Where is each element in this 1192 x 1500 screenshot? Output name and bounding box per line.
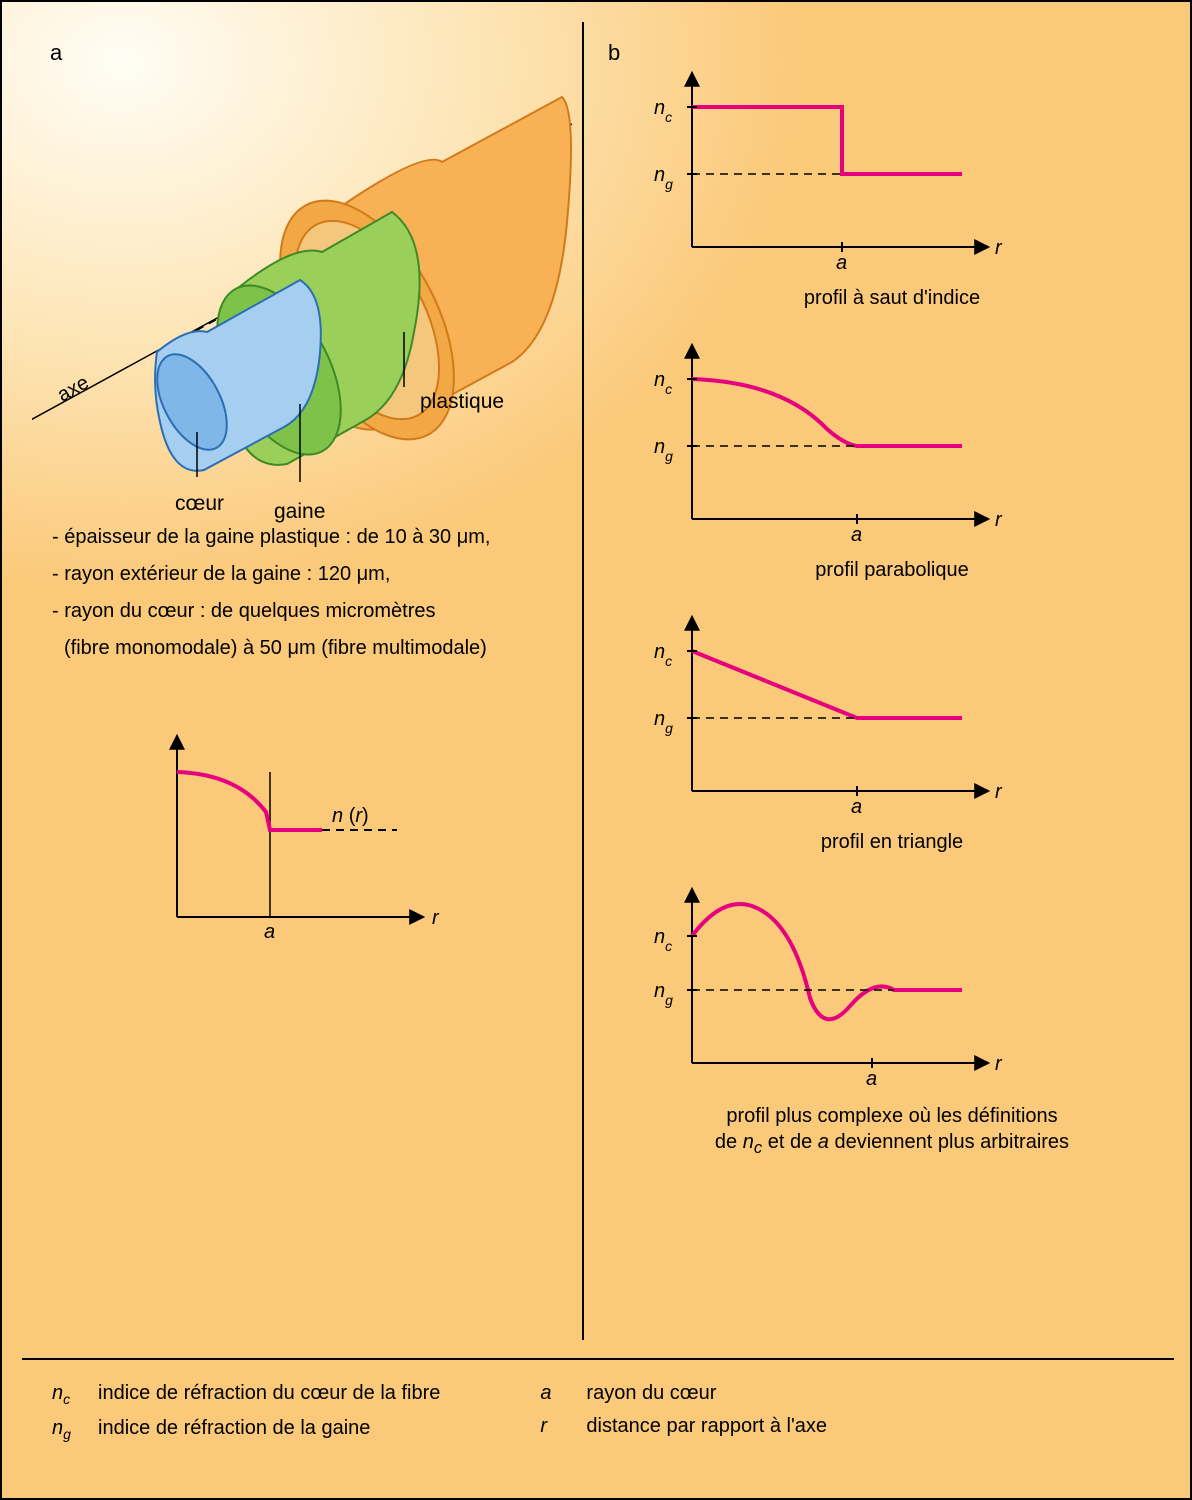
bullet-3b: (fibre monomodale) à 50 μm (fibre multim… (52, 633, 490, 664)
bullet-1: - épaisseur de la gaine plastique : de 1… (52, 522, 490, 553)
panel-b-label: b (608, 40, 620, 66)
vertical-divider (582, 22, 584, 1340)
curve-line (177, 772, 322, 830)
svg-text:ng: ng (654, 980, 673, 1008)
svg-text:r: r (995, 1053, 1003, 1075)
bullet-2: - rayon extérieur de la gaine : 120 μm, (52, 559, 490, 590)
horizontal-divider (22, 1358, 1174, 1360)
curve-line (692, 651, 962, 718)
a-label: a (264, 921, 275, 943)
r-label: r (432, 907, 440, 929)
svg-text:nc: nc (654, 926, 672, 954)
fiber-diagram: axe (32, 72, 572, 492)
svg-text:ng: ng (654, 708, 673, 736)
caption-triangle: profil en triangle (632, 831, 1152, 854)
svg-text:r: r (995, 781, 1003, 803)
plastic-label: plastique (420, 390, 504, 414)
caption-step: profil à saut d'indice (632, 287, 1152, 310)
caption-parabolic: profil parabolique (632, 559, 1152, 582)
chart-triangle: nc ng a r (632, 606, 1152, 821)
legend-a: arayon du cœur (540, 1382, 827, 1405)
svg-text:a: a (836, 252, 847, 272)
svg-text:nc: nc (654, 641, 672, 669)
curve-line (692, 107, 962, 174)
chart-parabolic: nc ng a r (632, 334, 1152, 549)
legend-ng: ngindice de réfraction de la gaine (52, 1417, 440, 1442)
svg-text:nc: nc (654, 97, 672, 125)
core-label: cœur (175, 492, 224, 516)
axis-label: axe (54, 371, 93, 406)
curve-line (692, 904, 962, 1019)
cladding-label: gaine (274, 500, 325, 524)
nr-chart: n (r) r a (142, 722, 452, 957)
panel-a-label: a (50, 40, 62, 66)
svg-text:nc: nc (654, 369, 672, 397)
profile-charts-column: nc ng a r profil à saut d'indice nc ng a (632, 62, 1152, 1159)
svg-text:ng: ng (654, 436, 673, 464)
nr-label: n (r) (332, 805, 369, 827)
svg-text:r: r (995, 509, 1003, 531)
legend-r: rdistance par rapport à l'axe (540, 1415, 827, 1438)
caption-complex: profil plus complexe où les définitions … (632, 1103, 1152, 1159)
svg-text:a: a (851, 524, 862, 544)
svg-text:a: a (851, 796, 862, 816)
figure-page: a b axe (0, 0, 1192, 1500)
chart-step: nc ng a r (632, 62, 1152, 277)
spec-bullets: - épaisseur de la gaine plastique : de 1… (52, 522, 490, 670)
chart-complex: nc ng a r (632, 878, 1152, 1093)
svg-text:r: r (995, 237, 1003, 259)
legend-nc: ncindice de réfraction du cœur de la fib… (52, 1382, 440, 1407)
bullet-3a: - rayon du cœur : de quelques micromètre… (52, 596, 490, 627)
curve-line (692, 379, 962, 446)
svg-text:a: a (866, 1068, 877, 1088)
svg-text:ng: ng (654, 164, 673, 192)
legend: ncindice de réfraction du cœur de la fib… (52, 1382, 827, 1442)
